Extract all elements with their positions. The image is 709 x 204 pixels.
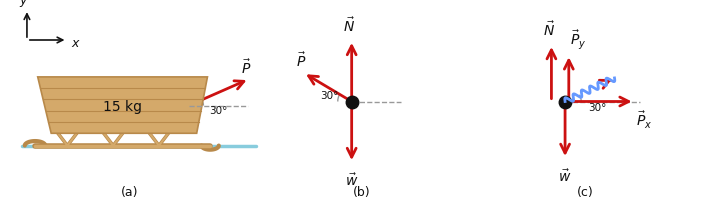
Text: $\vec{w}$: $\vec{w}$ — [559, 167, 571, 184]
Text: 30°: 30° — [209, 105, 227, 115]
Polygon shape — [38, 78, 208, 134]
Text: 30°: 30° — [588, 102, 607, 112]
Text: $\vec{w}$: $\vec{w}$ — [345, 171, 358, 188]
Text: $\vec{N}$: $\vec{N}$ — [543, 20, 555, 39]
Text: 30°: 30° — [320, 91, 338, 101]
Text: $\vec{P}_y$: $\vec{P}_y$ — [570, 28, 586, 51]
Text: (c): (c) — [576, 185, 593, 198]
Text: (b): (b) — [353, 185, 370, 198]
Text: x: x — [72, 36, 79, 49]
Text: $\vec{P}$: $\vec{P}$ — [241, 58, 252, 76]
Text: $\vec{P}$: $\vec{P}$ — [296, 51, 307, 69]
Text: (a): (a) — [121, 185, 138, 198]
Text: 15 kg: 15 kg — [103, 99, 142, 113]
Text: $\vec{P}_x$: $\vec{P}_x$ — [636, 109, 652, 130]
Text: y: y — [19, 0, 27, 7]
Text: $\vec{N}$: $\vec{N}$ — [342, 16, 354, 35]
